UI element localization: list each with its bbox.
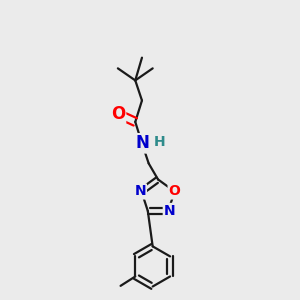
Text: N: N (164, 204, 176, 218)
Text: H: H (154, 135, 165, 149)
Text: O: O (169, 184, 181, 199)
Text: N: N (135, 134, 149, 152)
Text: N: N (134, 184, 146, 199)
Text: O: O (111, 105, 125, 123)
